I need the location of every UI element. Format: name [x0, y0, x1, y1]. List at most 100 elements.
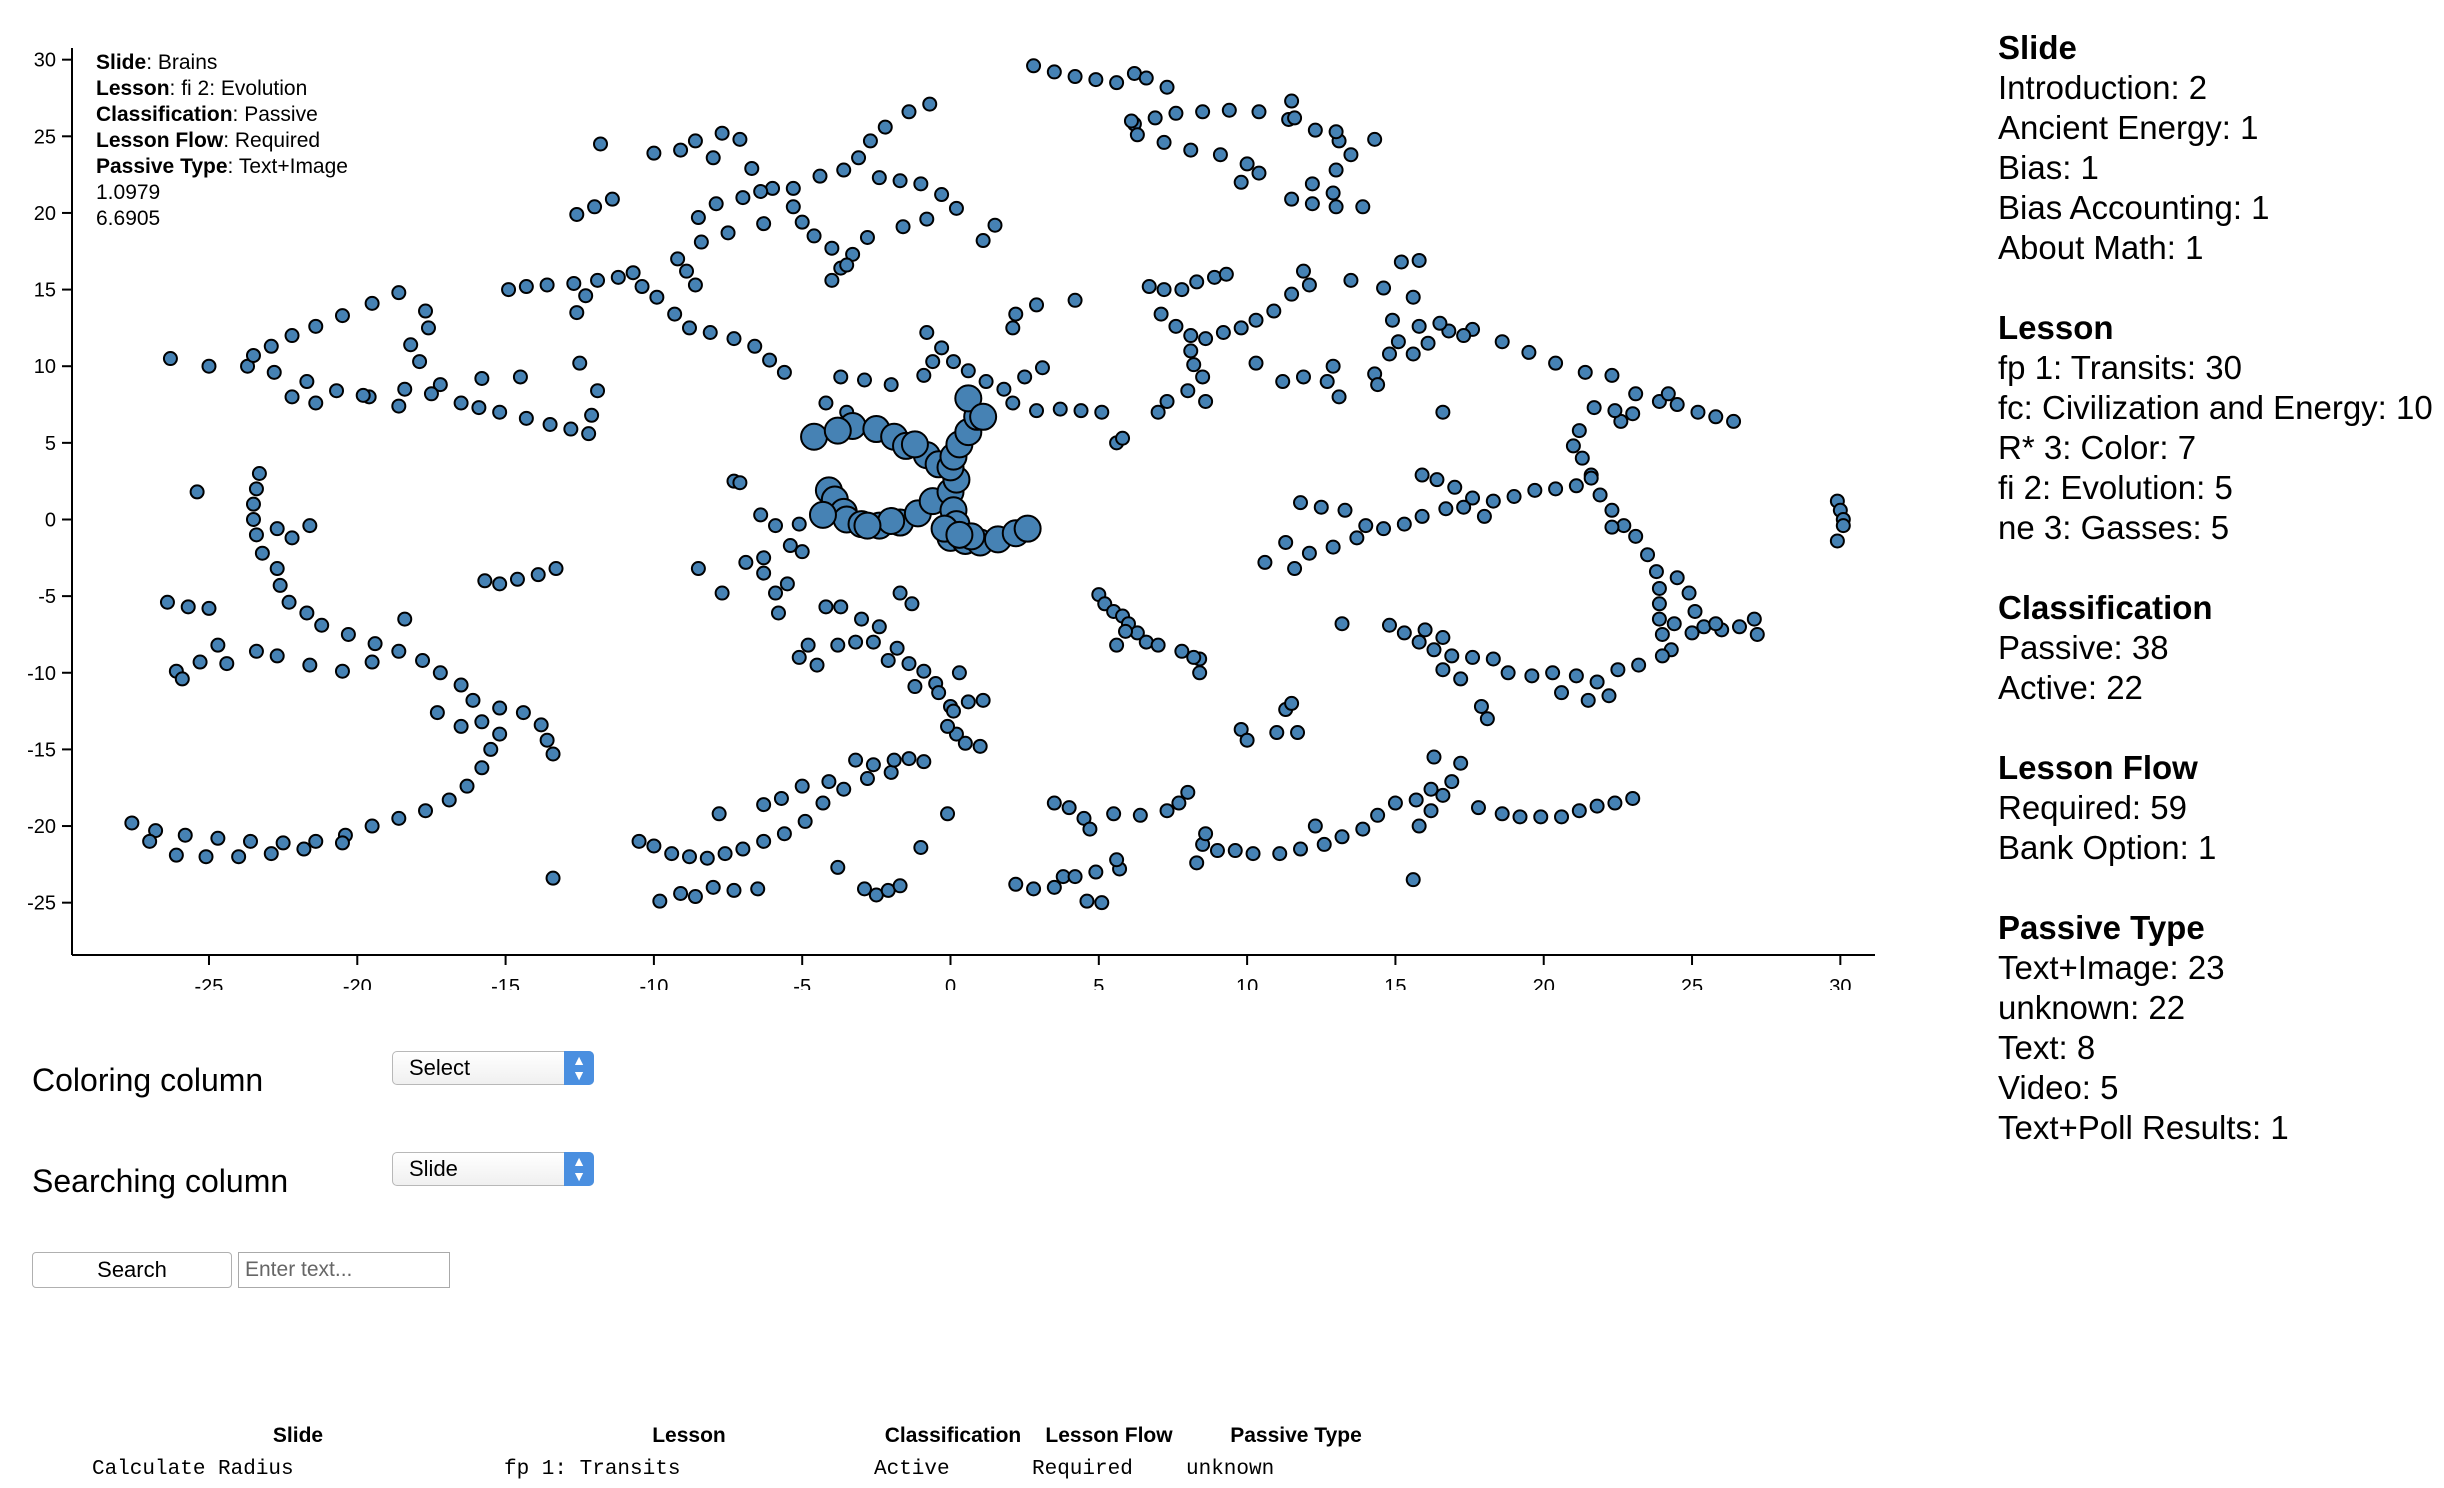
data-point[interactable] — [1284, 286, 1300, 302]
data-point[interactable] — [1731, 619, 1747, 635]
data-point[interactable] — [263, 338, 279, 354]
data-point[interactable] — [756, 216, 772, 232]
data-point[interactable] — [1405, 872, 1421, 888]
data-point[interactable] — [812, 168, 828, 184]
data-point[interactable] — [1067, 69, 1083, 85]
data-point[interactable] — [851, 150, 867, 166]
data-point[interactable] — [1423, 803, 1439, 819]
data-point[interactable] — [1494, 806, 1510, 822]
data-point-highlighted[interactable] — [945, 520, 974, 549]
data-point[interactable] — [717, 846, 733, 862]
data-point[interactable] — [747, 338, 763, 354]
data-point[interactable] — [1189, 855, 1205, 871]
data-point[interactable] — [1109, 852, 1125, 868]
data-point[interactable] — [705, 879, 721, 895]
data-point[interactable] — [1248, 312, 1264, 328]
data-point[interactable] — [1435, 630, 1451, 646]
data-point[interactable] — [1159, 803, 1175, 819]
data-point[interactable] — [1192, 665, 1208, 681]
data-point[interactable] — [1251, 165, 1267, 181]
data-point[interactable] — [735, 841, 751, 857]
data-point[interactable] — [1171, 795, 1187, 811]
data-point[interactable] — [1328, 199, 1344, 215]
data-point[interactable] — [1708, 409, 1724, 425]
data-point[interactable] — [1046, 64, 1062, 80]
data-point[interactable] — [782, 538, 798, 554]
data-point[interactable] — [705, 150, 721, 166]
data-point[interactable] — [744, 160, 760, 176]
data-point[interactable] — [824, 272, 840, 288]
data-point[interactable] — [1034, 360, 1050, 376]
data-point[interactable] — [492, 700, 508, 716]
data-point[interactable] — [714, 125, 730, 141]
data-point[interactable] — [243, 833, 259, 849]
data-point[interactable] — [646, 145, 662, 161]
data-point[interactable] — [189, 484, 205, 500]
data-point[interactable] — [1438, 501, 1454, 517]
data-point[interactable] — [1411, 634, 1427, 650]
data-point[interactable] — [945, 703, 961, 719]
data-point[interactable] — [865, 757, 881, 773]
data-point[interactable] — [432, 665, 448, 681]
data-point[interactable] — [1174, 282, 1190, 298]
data-point[interactable] — [453, 677, 469, 693]
data-point[interactable] — [548, 561, 564, 577]
data-point[interactable] — [1313, 499, 1329, 515]
data-point[interactable] — [1079, 893, 1095, 909]
data-point[interactable] — [397, 611, 413, 627]
data-point[interactable] — [1132, 807, 1148, 823]
data-point[interactable] — [1005, 320, 1021, 336]
data-point[interactable] — [201, 358, 217, 374]
data-point[interactable] — [1141, 279, 1157, 295]
data-point[interactable] — [1109, 75, 1125, 91]
data-point[interactable] — [1669, 570, 1685, 586]
data-point[interactable] — [391, 398, 407, 414]
data-point[interactable] — [836, 162, 852, 178]
data-point[interactable] — [201, 600, 217, 616]
data-point[interactable] — [681, 320, 697, 336]
data-point[interactable] — [883, 764, 899, 780]
data-point[interactable] — [269, 561, 285, 577]
data-point[interactable] — [177, 827, 193, 843]
data-point[interactable] — [1349, 530, 1365, 546]
data-point[interactable] — [1601, 688, 1617, 704]
data-point[interactable] — [1215, 324, 1231, 340]
data-point[interactable] — [477, 573, 493, 589]
data-point[interactable] — [423, 386, 439, 402]
data-point[interactable] — [670, 251, 686, 267]
data-point[interactable] — [987, 217, 1003, 233]
data-point[interactable] — [975, 692, 991, 708]
data-point[interactable] — [1610, 662, 1626, 678]
data-point[interactable] — [1278, 534, 1294, 550]
data-point[interactable] — [162, 351, 178, 367]
data-point[interactable] — [756, 565, 772, 581]
data-point[interactable] — [269, 648, 285, 664]
data-point[interactable] — [355, 387, 371, 403]
data-point[interactable] — [1325, 358, 1341, 374]
data-point[interactable] — [1690, 404, 1706, 420]
data-point[interactable] — [1233, 174, 1249, 190]
data-point[interactable] — [794, 544, 810, 560]
data-point[interactable] — [1284, 93, 1300, 109]
data-point[interactable] — [1180, 383, 1196, 399]
data-point[interactable] — [1343, 147, 1359, 163]
data-point[interactable] — [901, 656, 917, 672]
data-point[interactable] — [940, 806, 956, 822]
data-point[interactable] — [1026, 58, 1042, 74]
data-point[interactable] — [453, 718, 469, 734]
data-point[interactable] — [1221, 102, 1237, 118]
data-point[interactable] — [432, 377, 448, 393]
data-point[interactable] — [1456, 328, 1472, 344]
data-point[interactable] — [1082, 821, 1098, 837]
data-point-highlighted[interactable] — [800, 422, 829, 451]
data-point[interactable] — [474, 760, 490, 776]
data-point[interactable] — [1565, 438, 1581, 454]
data-point[interactable] — [299, 374, 315, 390]
data-point[interactable] — [1334, 616, 1350, 632]
data-point-highlighted[interactable] — [808, 500, 837, 529]
data-point[interactable] — [1343, 272, 1359, 288]
data-point[interactable] — [569, 206, 585, 222]
data-point[interactable] — [901, 104, 917, 120]
data-point[interactable] — [634, 279, 650, 295]
data-point[interactable] — [886, 752, 902, 768]
